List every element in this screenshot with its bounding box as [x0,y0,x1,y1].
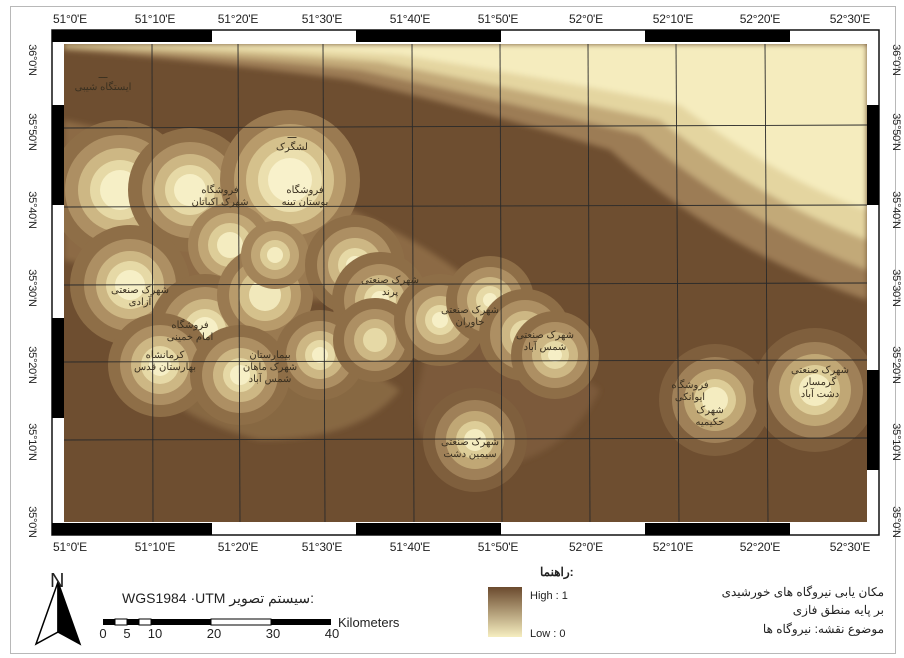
place-label-line: شهرک صنعتی [441,437,499,448]
place-label-line: خاوران [455,317,485,328]
left-tick-label: 35°10'N [26,423,38,461]
left-tick-label: 35°30'N [26,269,38,307]
place-label: ـــ لشگرک [276,130,308,154]
place-label-line: بهارستان قدس [133,362,197,373]
left-tick-label: 36°0'N [26,44,38,76]
place-label-line: ایستگاه شیبی [74,82,132,93]
place-label-line: شهرک صنعتی [516,330,574,341]
place-label-line: ایوانکی [674,392,706,403]
left-tick-label: 35°50'N [26,113,38,151]
bottom-tick-label: 51°30'E [301,540,343,554]
place-label-line: فروشگاه [286,185,324,196]
right-tick-label: 35°40'N [890,191,902,229]
place-label-line: شهرک صنعتی [361,275,419,286]
bottom-tick-label: 51°20'E [217,540,259,554]
place-label: فروشگاه شهرک اکباتان [191,185,248,209]
place-label-line: شمس آباد [248,374,292,385]
place-label-line: شهرک صنعتی [111,285,169,296]
north-arrow-icon [34,581,82,646]
place-label-line: شمس آباد [523,342,567,353]
place-label: بیمارستان شهرک ماهان شمس آباد [243,350,297,386]
right-tick-label: 35°10'N [890,423,902,461]
bottom-tick-label: 52°0'E [569,540,603,554]
place-label-line: شهرک ماهان [242,362,298,373]
scale-bar [103,618,331,626]
place-label: ـــ ایستگاه شیبی [75,70,132,94]
place-label-line: گرمسار [803,377,837,388]
place-label: شهرک صنعتی سیمین دشت [441,437,499,461]
top-tick-label: 52°20'E [739,12,781,26]
top-tick-label: 51°20'E [217,12,259,26]
place-label: شهرک صنعتی پرند [361,275,419,299]
right-tick-label: 35°0'N [890,506,902,538]
place-label-line: لشگرک [276,142,308,153]
place-label-line: فروشگاه [171,320,209,331]
place-label-line: پرند [381,287,399,298]
top-tick-label: 51°40'E [389,12,431,26]
bottom-tick-label: 51°10'E [134,540,176,554]
place-label-line: فروشگاه [201,185,239,196]
place-label: شهرک صنعتی خاوران [441,305,499,329]
place-label-line: بیمارستان [249,350,291,361]
place-label-line: حکیمیه [695,417,725,428]
top-tick-label: 52°10'E [652,12,694,26]
top-tick-label: 51°50'E [477,12,519,26]
bottom-tick-label: 52°10'E [652,540,694,554]
place-label-line: ـــ [98,70,108,81]
place-label-line: ـــ [287,130,297,141]
right-tick-label: 35°20'N [890,346,902,384]
right-tick-label: 35°50'N [890,113,902,151]
bottom-tick-label: 52°30'E [829,540,871,554]
top-tick-label: 51°0'E [53,12,87,26]
place-label: کرمانشاه بهارستان قدس [134,350,196,374]
place-label-line: شهرک اکباتان [191,197,249,208]
suitability-raster [64,44,867,522]
top-tick-label: 51°30'E [301,12,343,26]
top-tick-label: 52°30'E [829,12,871,26]
place-label: شهرک صنعتی آزادی [111,285,169,309]
place-label-line: سیمین دشت [443,449,497,460]
place-label-line: کرمانشاه [145,350,185,361]
bottom-tick-label: 51°50'E [477,540,519,554]
bottom-tick-label: 51°40'E [389,540,431,554]
place-label-line: شهرک صنعتی [441,305,499,316]
right-tick-label: 36°0'N [890,44,902,76]
left-tick-label: 35°20'N [26,346,38,384]
place-label-line: شهرک [696,405,724,416]
place-label: فروشگاه امام خمینی [167,320,213,344]
place-label: فروشگاه ایوانکی [671,380,708,404]
top-tick-label: 51°10'E [134,12,176,26]
right-tick-label: 35°30'N [890,269,902,307]
place-label: شهرک حکیمیه [696,405,725,429]
place-label-line: دشت آباد [800,389,840,400]
place-label-line: امام خمینی [166,332,214,343]
legend-ramp [488,587,522,637]
place-label: شهرک صنعتی گرمسار دشت آباد [791,365,849,401]
left-tick-label: 35°40'N [26,191,38,229]
place-label-line: فروشگاه [671,380,709,391]
place-label-line: شهرک صنعتی [791,365,849,376]
place-label-line: آزادی [128,297,152,308]
hotspots [64,110,867,492]
graticule [64,44,867,522]
place-label-line: بوستان تینه [281,197,329,208]
left-tick-label: 35°0'N [26,506,38,538]
place-label: شهرک صنعتی شمس آباد [516,330,574,354]
place-label: فروشگاه بوستان تینه [282,185,329,209]
bottom-tick-label: 51°0'E [53,540,87,554]
top-tick-label: 52°0'E [569,12,603,26]
bottom-tick-label: 52°20'E [739,540,781,554]
